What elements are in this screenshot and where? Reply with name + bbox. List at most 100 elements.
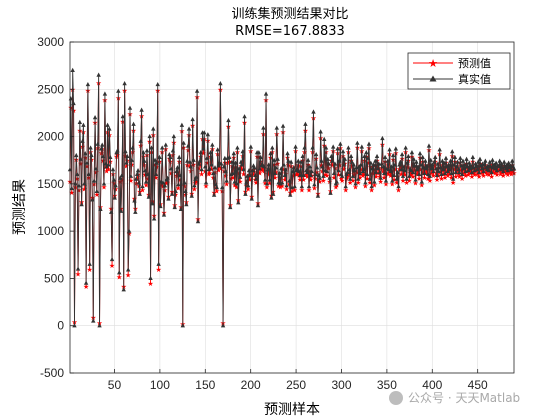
data-point-predicted: ★ xyxy=(247,176,253,184)
data-point-actual xyxy=(383,178,389,183)
data-point-actual xyxy=(77,119,83,124)
data-point-predicted: ★ xyxy=(419,182,425,190)
data-point-actual xyxy=(134,176,139,181)
data-point-actual xyxy=(115,148,120,153)
data-point-predicted: ★ xyxy=(123,163,129,171)
data-point-actual xyxy=(399,151,405,157)
data-point-actual xyxy=(370,166,375,171)
data-point-actual xyxy=(158,203,163,209)
data-point-actual xyxy=(113,183,118,188)
data-point-predicted: ★ xyxy=(410,173,416,181)
x-tick-label: 300 xyxy=(331,378,351,392)
data-point-actual xyxy=(230,170,236,176)
data-point-actual xyxy=(136,180,142,185)
data-point-actual xyxy=(356,176,361,181)
data-point-actual xyxy=(385,158,390,163)
data-point-actual xyxy=(211,170,216,176)
x-tick-label: 400 xyxy=(422,378,442,392)
data-point-predicted: ★ xyxy=(391,176,397,184)
data-point-actual xyxy=(341,162,347,167)
data-point-predicted: ★ xyxy=(492,169,498,177)
data-point-predicted: ★ xyxy=(273,168,279,176)
legend-label-actual: 真实值 xyxy=(458,72,491,86)
data-point-actual xyxy=(368,160,373,165)
data-point-predicted: ★ xyxy=(377,173,383,181)
data-point-actual xyxy=(291,165,296,170)
data-point-actual xyxy=(160,145,165,150)
data-point-predicted: ★ xyxy=(147,280,153,288)
data-point-actual xyxy=(87,261,92,266)
data-point-predicted: ★ xyxy=(232,182,238,190)
data-point-predicted: ★ xyxy=(193,178,199,186)
data-point-actual xyxy=(440,158,445,163)
data-point-predicted: ★ xyxy=(484,170,490,178)
data-point-actual xyxy=(98,206,103,211)
data-point-actual xyxy=(223,168,228,174)
data-point-actual xyxy=(69,185,74,191)
data-point-actual xyxy=(155,81,160,87)
data-point-actual xyxy=(97,323,102,328)
data-point-predicted: ★ xyxy=(437,168,443,176)
data-point-actual xyxy=(435,161,441,166)
x-tick-label: 250 xyxy=(286,378,306,392)
data-point-actual xyxy=(382,154,388,159)
data-point-actual xyxy=(303,121,308,126)
data-point-predicted: ★ xyxy=(394,179,400,187)
data-point-predicted: ★ xyxy=(191,185,197,193)
data-point-predicted: ★ xyxy=(206,170,212,178)
data-point-actual xyxy=(85,81,91,87)
data-point-actual xyxy=(236,200,241,205)
data-point-predicted: ★ xyxy=(453,173,459,181)
data-point-actual xyxy=(279,180,285,185)
data-point-actual xyxy=(173,188,178,194)
data-point-actual xyxy=(185,143,191,148)
data-point-predicted: ★ xyxy=(445,172,451,180)
data-point-actual xyxy=(157,154,162,159)
data-point-actual xyxy=(372,179,377,184)
data-point-predicted: ★ xyxy=(114,151,120,159)
data-point-actual xyxy=(94,188,100,194)
data-point-predicted: ★ xyxy=(266,180,272,188)
y-tick-label: 1000 xyxy=(37,224,64,238)
data-point-predicted: ★ xyxy=(496,167,502,175)
data-point-actual xyxy=(481,168,486,174)
data-point-predicted: ★ xyxy=(369,186,375,194)
data-point-actual xyxy=(414,159,419,164)
data-point-predicted: ★ xyxy=(203,183,209,191)
data-point-actual xyxy=(479,166,484,171)
data-point-actual xyxy=(388,168,393,174)
data-point-actual xyxy=(197,158,202,163)
watermark-text: 公众号 · 天天Matlab xyxy=(408,391,520,405)
data-point-predicted: ★ xyxy=(414,170,420,178)
data-point-actual xyxy=(330,144,336,149)
data-point-predicted: ★ xyxy=(360,172,366,180)
data-point-predicted: ★ xyxy=(164,180,170,188)
data-point-actual xyxy=(402,168,407,173)
data-point-actual xyxy=(429,166,434,171)
data-point-predicted: ★ xyxy=(324,172,330,180)
data-point-actual xyxy=(494,168,500,173)
data-point-actual xyxy=(119,172,125,177)
data-point-actual xyxy=(361,167,366,172)
data-point-actual xyxy=(347,167,352,172)
plot-area xyxy=(70,42,514,373)
data-point-actual xyxy=(312,182,317,187)
data-point-actual xyxy=(347,176,353,181)
data-point-actual xyxy=(122,81,127,86)
data-point-actual xyxy=(469,169,475,175)
data-point-actual xyxy=(336,168,341,173)
data-point-actual xyxy=(464,156,469,161)
data-point-actual xyxy=(393,146,399,151)
data-point-actual xyxy=(241,167,246,172)
data-point-predicted: ★ xyxy=(415,167,421,175)
data-point-actual xyxy=(315,193,321,198)
data-point-actual xyxy=(358,162,364,167)
data-point-actual xyxy=(330,158,335,163)
data-point-predicted: ★ xyxy=(262,180,268,188)
data-point-actual xyxy=(458,155,463,160)
data-point-actual xyxy=(117,270,122,275)
data-point-predicted: ★ xyxy=(427,177,433,185)
data-point-actual xyxy=(277,170,282,176)
data-point-actual xyxy=(331,170,337,176)
data-point-actual xyxy=(137,191,143,196)
